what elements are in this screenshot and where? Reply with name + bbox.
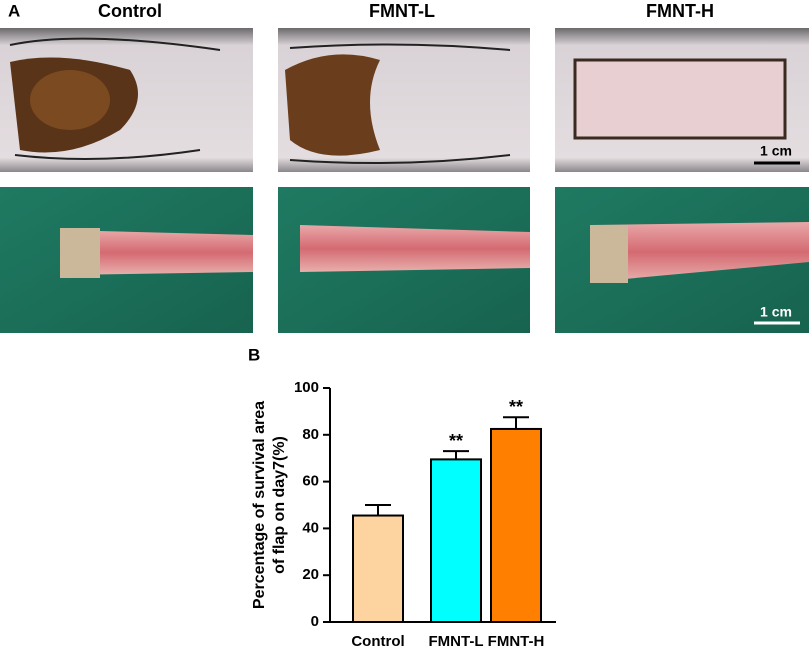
- photo: [0, 187, 253, 333]
- column-title: FMNT-H: [646, 1, 714, 21]
- bar: [430, 458, 482, 623]
- error-bar: [503, 416, 529, 429]
- y-tick-label: 60: [302, 473, 319, 490]
- y-tick-label: 100: [294, 379, 319, 396]
- significance-label: **: [509, 397, 523, 417]
- y-tick-label: 80: [302, 426, 319, 443]
- bar-chart: 0 20 40 60 80 100 Percentage of survival area o…: [251, 379, 556, 650]
- y-tick-label: 40: [302, 519, 319, 536]
- photo: [555, 28, 809, 172]
- x-tick-label: FMNT-L: [429, 633, 484, 650]
- y-tick-label: 20: [302, 566, 319, 583]
- error-bar: [443, 450, 469, 460]
- y-tick-label: 0: [311, 613, 319, 630]
- x-tick-label: Control: [351, 633, 404, 650]
- scale-bar-label: 1 cm: [760, 143, 792, 159]
- x-tick-label: FMNT-H: [488, 633, 545, 650]
- y-axis-label: of flap on day7(%): [271, 436, 288, 574]
- bar: [352, 514, 404, 624]
- photo: [278, 187, 530, 333]
- significance-label: **: [449, 431, 463, 451]
- error-bar: [365, 504, 391, 516]
- panel-label: B: [248, 345, 260, 364]
- photo: [0, 28, 253, 172]
- panel-label: A: [8, 1, 20, 20]
- photo: [555, 187, 809, 333]
- bar: [490, 427, 542, 624]
- column-title: Control: [98, 1, 162, 21]
- scale-bar-label: 1 cm: [760, 304, 792, 320]
- y-axis-label: Percentage of survival area: [251, 401, 268, 609]
- column-title: FMNT-L: [369, 1, 435, 21]
- photo: [278, 28, 530, 172]
